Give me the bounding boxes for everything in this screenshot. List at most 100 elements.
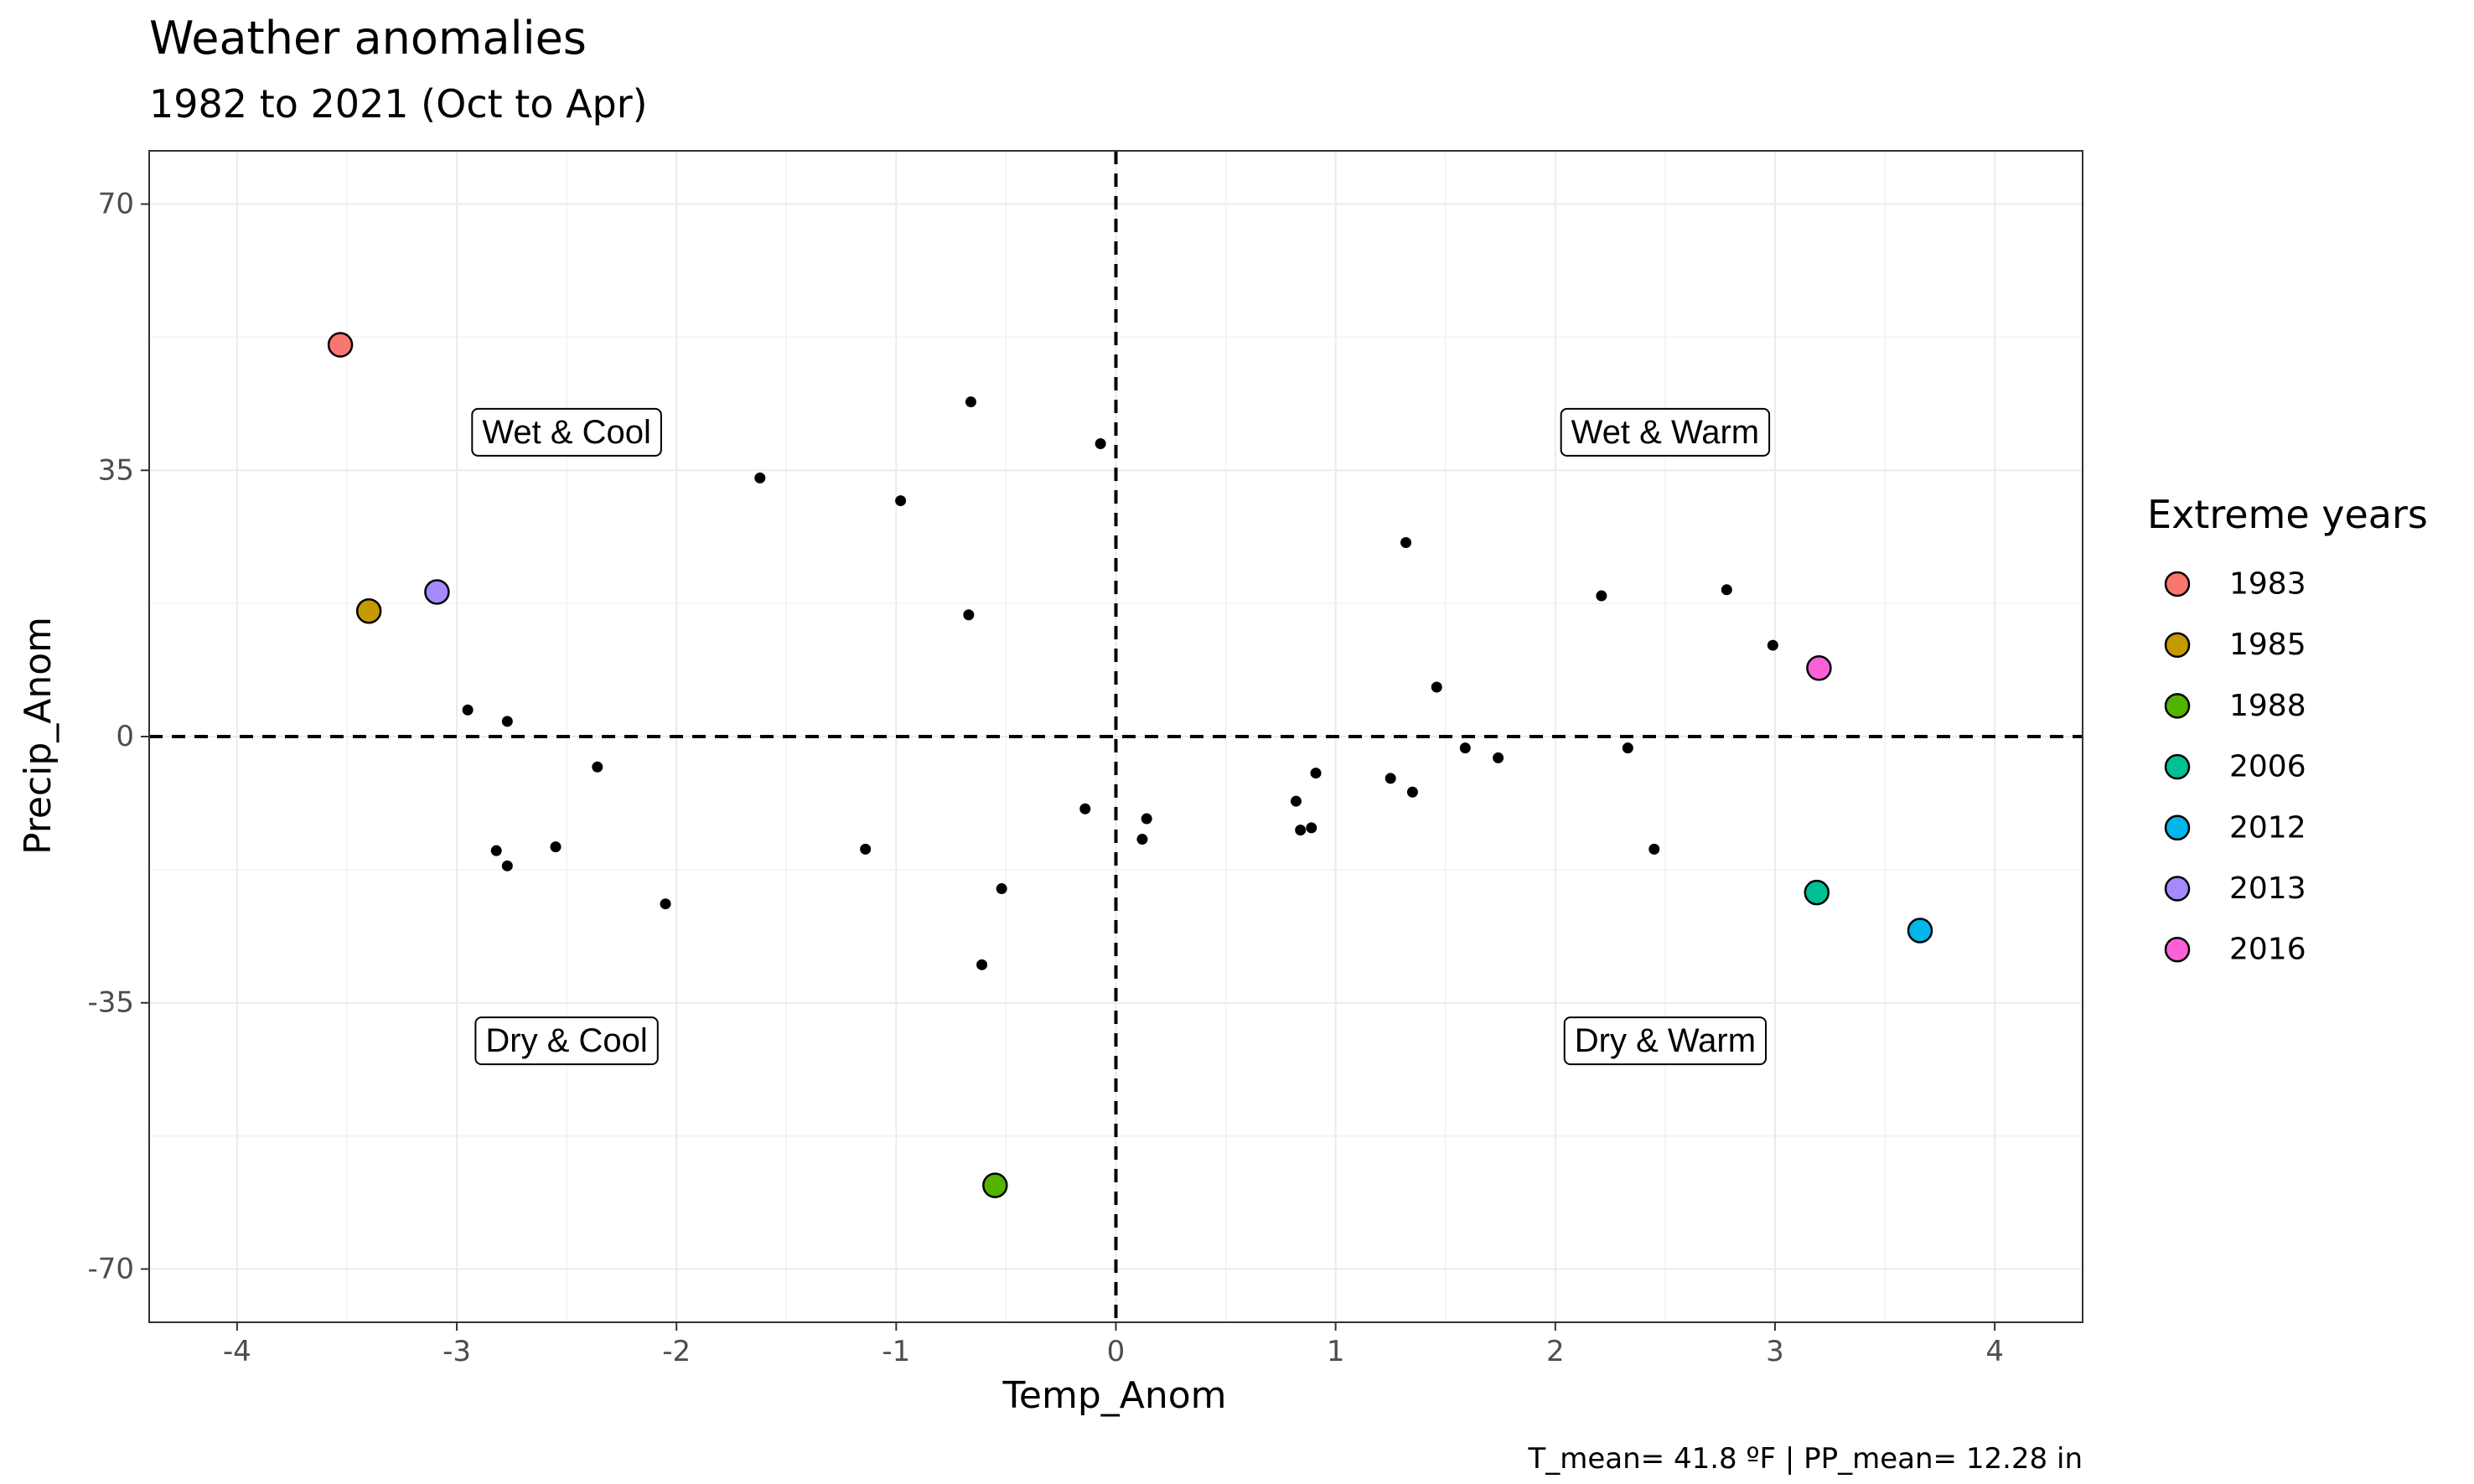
data-points [462,396,1778,970]
legend-key [2164,632,2191,658]
chart-title: Weather anomalies [149,12,587,65]
legend-entry: 2013 [2164,871,2306,906]
data-point [501,860,513,871]
x-tick-label: 2 [1546,1335,1565,1368]
legend-label: 2013 [2229,871,2306,906]
legend-entry: 2006 [2164,750,2306,784]
x-tick-label: 4 [1985,1335,2004,1368]
legend-entry: 1988 [2164,689,2306,723]
y-tick-label: -70 [87,1252,134,1285]
legend-label: 1988 [2229,689,2306,723]
data-point [976,959,988,970]
legend-key [2164,876,2191,902]
quadrant-label-text: Dry & Cool [485,1022,647,1059]
legend-key [2164,936,2191,963]
data-point [1721,584,1732,596]
quadrant-label-text: Wet & Cool [482,414,651,451]
data-point [550,841,562,853]
data-point [501,716,513,727]
y-tick-label: 35 [98,453,134,487]
x-tick-label: -1 [882,1335,910,1368]
data-point [1095,438,1106,449]
data-point [490,845,502,856]
extreme-point-2013 [424,579,450,605]
x-tick-label: 0 [1107,1335,1126,1368]
legend-label: 2016 [2229,933,2306,967]
legend-key [2164,814,2191,841]
chart-subtitle: 1982 to 2021 (Oct to Apr) [149,81,648,127]
quadrant-label-box [1560,407,1771,457]
legend: Extreme years 1983 1985 1988 2006 2012 2013 20… [2147,492,2428,967]
extreme-year-points [327,332,1933,1198]
extreme-point-2006 [1804,879,1830,906]
data-point [1431,681,1442,693]
legend-label: 1985 [2229,628,2306,662]
extreme-point-2016 [1806,655,1832,681]
legend-entry: 2016 [2164,933,2306,967]
data-point [1622,742,1633,754]
legend-key [2164,571,2191,597]
extreme-point-1988 [982,1172,1008,1198]
data-point [1290,795,1302,807]
legend-label: 2006 [2229,750,2306,784]
chart-caption: T_mean= 41.8 ºF | PP_mean= 12.28 in [1527,1442,2083,1476]
quadrant-label-text: Dry & Warm [1575,1022,1756,1059]
data-point [462,704,474,716]
x-tick-label: -2 [662,1335,691,1368]
quadrant-label-box [1563,1016,1768,1066]
data-point [660,898,671,910]
y-axis-title: Precip_Anom [17,617,60,855]
x-tick-label: -4 [223,1335,251,1368]
y-tick-label: 70 [98,188,134,221]
quadrant-label: Dry & Warm [1563,1016,1768,1066]
data-point [1295,825,1307,836]
data-point [1385,773,1396,784]
extreme-point-1985 [355,597,382,624]
x-axis-title: Temp_Anom [1002,1374,1226,1417]
data-point [1459,742,1471,754]
data-point [1648,843,1660,855]
reference-lines [149,151,2083,1322]
x-tick-label: 3 [1766,1335,1784,1368]
legend-key [2164,693,2191,719]
quadrant-label: Wet & Warm [1560,407,1771,457]
data-point [1136,834,1148,845]
y-tick-label: -35 [87,986,134,1020]
data-point [965,396,976,408]
data-point [1400,537,1412,549]
data-point [1596,590,1607,602]
quadrant-label: Wet & Cool [471,407,662,457]
quadrant-label-box [471,407,662,457]
data-point [963,609,975,621]
x-axis-ticks: -4 -3 -2 -1 0 1 2 3 4 [223,1322,2004,1368]
y-axis-ticks: -70 -35 0 35 70 [87,188,149,1285]
data-point [754,472,766,483]
quadrant-label-text: Wet & Warm [1571,414,1759,451]
x-tick-label: -3 [443,1335,471,1368]
legend-entry: 2012 [2164,810,2306,845]
legend-label: 1983 [2229,567,2306,602]
legend-label: 2012 [2229,810,2306,845]
data-point [1306,822,1317,834]
legend-entry: 1983 [2164,567,2306,602]
quadrant-label: Dry & Cool [474,1016,659,1066]
data-point [860,843,872,855]
data-point [1493,752,1504,763]
data-point [996,883,1007,895]
data-point [1310,768,1322,779]
data-point [1406,786,1418,798]
y-tick-label: 0 [116,720,134,753]
data-point [1079,803,1091,814]
x-tick-label: 1 [1327,1335,1345,1368]
data-point [1767,639,1778,651]
extreme-point-1983 [327,332,354,358]
quadrant-labels: Wet & Cool Wet & Warm Dry & Cool Dry & Warm [471,407,1771,1066]
legend-key [2164,753,2191,780]
legend-entry: 1985 [2164,628,2306,662]
data-point [592,761,603,773]
quadrant-label-box [474,1016,659,1066]
legend-title: Extreme years [2147,492,2428,537]
extreme-point-2012 [1907,918,1933,944]
data-point [1141,813,1152,825]
